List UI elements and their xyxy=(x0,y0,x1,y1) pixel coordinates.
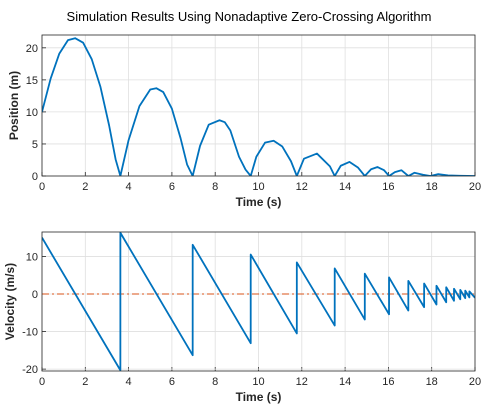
x-tick-label: 4 xyxy=(126,181,132,193)
x-tick-label: 0 xyxy=(39,376,45,388)
y-axis-label: Position (m) xyxy=(7,71,21,140)
x-tick-label: 8 xyxy=(212,376,218,388)
x-axis-label: Time (s) xyxy=(236,195,282,209)
x-tick-label: 20 xyxy=(469,181,481,193)
x-tick-label: 4 xyxy=(126,376,132,388)
y-tick-label: -10 xyxy=(22,327,38,339)
y-tick-label: 0 xyxy=(32,289,38,301)
y-tick-label: 5 xyxy=(32,139,38,151)
x-tick-label: 6 xyxy=(169,376,175,388)
x-axis-label: Time (s) xyxy=(236,390,282,404)
x-tick-label: 14 xyxy=(339,181,351,193)
axes-frame xyxy=(41,34,476,177)
chart-title: Simulation Results Using Nonadaptive Zer… xyxy=(67,9,432,24)
x-tick-label: 2 xyxy=(82,376,88,388)
x-tick-label: 12 xyxy=(296,376,308,388)
x-tick-label: 14 xyxy=(339,376,351,388)
y-tick-label: 10 xyxy=(26,251,38,263)
x-tick-label: 18 xyxy=(426,376,438,388)
x-tick-label: 2 xyxy=(82,181,88,193)
y-tick-label: -20 xyxy=(22,364,38,376)
y-tick-label: 15 xyxy=(26,75,38,87)
x-tick-label: 16 xyxy=(382,376,394,388)
x-tick-label: 12 xyxy=(296,181,308,193)
x-tick-label: 10 xyxy=(252,181,264,193)
y-axis-label: Velocity (m/s) xyxy=(3,263,17,340)
x-tick-label: 10 xyxy=(252,376,264,388)
velocity-axes: 0 2 4 6 8 10 12 14 16 18 20 -20 -10 0 10 Time (s) Veloci… xyxy=(3,231,481,404)
position-line xyxy=(42,37,475,176)
x-tick-label: 0 xyxy=(39,181,45,193)
x-tick-label: 18 xyxy=(426,181,438,193)
x-tick-label: 8 xyxy=(212,181,218,193)
axes-frame xyxy=(41,231,476,372)
velocity-line xyxy=(42,232,475,371)
y-tick-label: 20 xyxy=(26,43,38,55)
y-tick-label: 0 xyxy=(32,171,38,183)
x-tick-label: 20 xyxy=(469,376,481,388)
x-tick-label: 6 xyxy=(169,181,175,193)
position-axes: 0 2 4 6 8 10 12 14 16 18 20 0 5 10 15 20 Time (s) Positio… xyxy=(7,34,481,209)
x-tick-label: 16 xyxy=(382,181,394,193)
y-tick-label: 10 xyxy=(26,107,38,119)
